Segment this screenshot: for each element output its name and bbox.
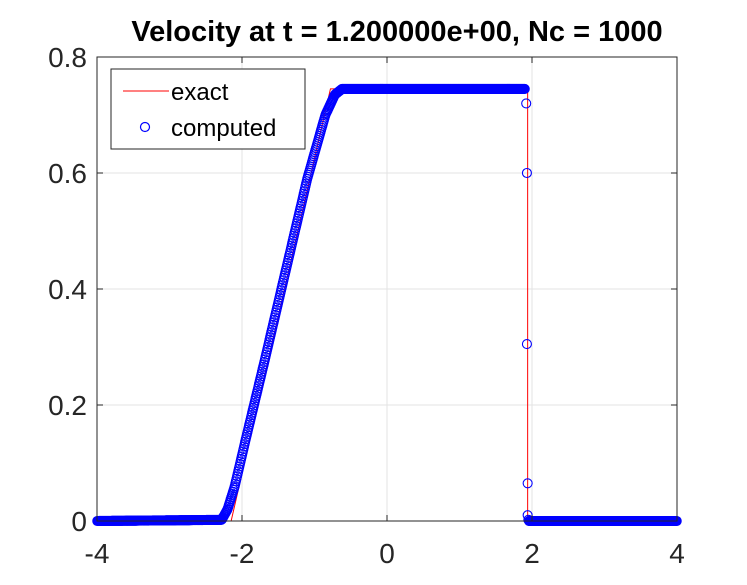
x-tick-label: -4 — [85, 538, 110, 569]
legend-computed-label: computed — [171, 115, 276, 142]
x-tick-label: 4 — [669, 538, 685, 569]
y-tick-label: 0.6 — [48, 158, 87, 189]
legend-exact-label: exact — [171, 79, 229, 106]
y-tick-label: 0 — [71, 506, 87, 537]
data-point — [521, 98, 532, 109]
x-tick-label: 0 — [379, 538, 395, 569]
legend-box — [110, 68, 306, 150]
data-point — [523, 514, 534, 525]
data-point — [521, 167, 532, 179]
legend-computed-swatch — [139, 121, 151, 133]
y-tick-label: 0.4 — [48, 274, 87, 305]
data-point — [522, 478, 533, 489]
x-tick-label: 2 — [524, 538, 540, 569]
y-tick-label: 0.2 — [48, 390, 87, 421]
ticks: -4 -2 0 2 4 0 0.2 0.4 0.6 0.8 — [48, 42, 685, 569]
x-tick-label: -2 — [230, 538, 255, 569]
legend: exact computed — [110, 68, 306, 150]
y-tick-label: 0.8 — [48, 42, 87, 73]
data-point — [519, 83, 530, 94]
chart-title: Velocity at t = 1.200000e+00, Nc = 1000 — [131, 16, 662, 48]
data-point — [521, 339, 532, 350]
